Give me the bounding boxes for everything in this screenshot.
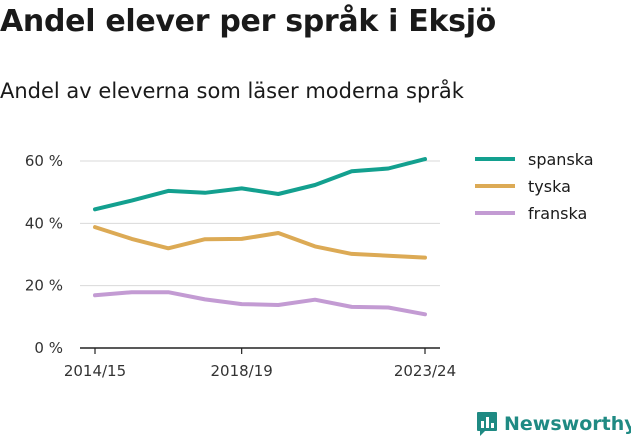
series-line-tyska <box>93 225 427 260</box>
y-tick-label: 60 % <box>25 152 63 170</box>
brand-name: Newsworthy <box>504 413 631 435</box>
chart-title: Andel elever per språk i Eksjö <box>0 4 496 39</box>
bar-chart-speech-bubble-icon <box>477 412 497 436</box>
x-tick-label: 2014/15 <box>64 362 126 380</box>
y-tick-label: 20 % <box>25 277 63 295</box>
legend-label-tyska: tyska <box>528 177 571 196</box>
series-lines <box>93 157 427 317</box>
series-line-franska <box>93 290 427 317</box>
legend-label-spanska: spanska <box>528 150 594 169</box>
chart-subtitle: Andel av eleverna som läser moderna språ… <box>0 79 464 103</box>
x-tick-label: 2023/24 <box>394 362 456 380</box>
series-line-spanska <box>93 157 427 212</box>
x-tick-label: 2018/19 <box>211 362 273 380</box>
gridlines <box>80 160 440 349</box>
y-tick-label: 0 % <box>34 339 63 357</box>
x-axis: 2014/15 2018/19 2023/24 <box>64 348 456 380</box>
brand-logo: Newsworthy <box>476 409 631 439</box>
legend: spanska tyska franska <box>475 150 594 223</box>
legend-label-franska: franska <box>528 204 587 223</box>
y-axis: 0 % 20 % 40 % 60 % <box>25 152 63 357</box>
y-tick-label: 40 % <box>25 214 63 232</box>
